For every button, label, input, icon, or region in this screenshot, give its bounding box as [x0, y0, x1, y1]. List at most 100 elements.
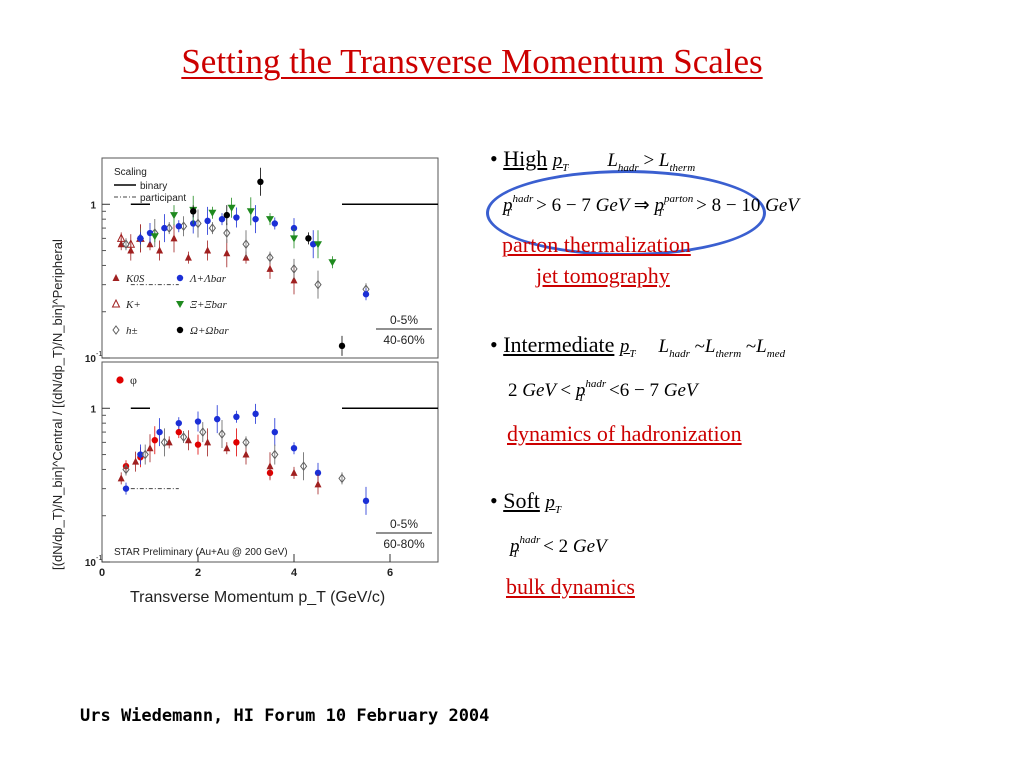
bullet-high-label: High	[503, 146, 548, 171]
y-tick-label: 10	[85, 558, 97, 569]
data-point	[156, 246, 164, 254]
data-point	[314, 469, 322, 477]
centrality-bottom: 40-60%	[383, 333, 425, 347]
data-point	[242, 239, 250, 250]
data-point	[362, 291, 370, 298]
data-point	[266, 462, 274, 470]
data-point	[122, 464, 130, 475]
data-point	[271, 428, 278, 436]
legend-kplus-marker	[111, 298, 121, 308]
legend-phi-label: φ	[130, 373, 137, 387]
raa-figure: 1 10 -1 0-5% 40-60% 1 10 -1 0-5% 60-80% Scaling bin…	[40, 150, 450, 612]
y-tick-exponent: -1	[96, 555, 102, 562]
data-point	[271, 220, 278, 227]
legend-k0s-marker	[112, 274, 120, 281]
data-point	[252, 410, 259, 418]
data-point	[175, 223, 182, 230]
note-hadronization: dynamics of hadronization	[507, 421, 742, 446]
bullet-dot: •	[490, 332, 498, 357]
data-point	[137, 235, 144, 242]
data-point	[194, 441, 202, 448]
data-point	[117, 474, 125, 482]
data-point	[218, 429, 226, 439]
data-point	[266, 216, 274, 224]
data-point	[314, 279, 322, 290]
data-point	[266, 264, 274, 272]
data-point	[190, 208, 197, 215]
data-point	[310, 240, 317, 248]
bullet-high: • High pT Lhadr > Ltherm	[490, 146, 696, 174]
slide-footer: Urs Wiedemann, HI Forum 10 February 2004	[80, 706, 490, 726]
highlight-oval	[486, 170, 766, 256]
data-point	[290, 444, 298, 452]
raa-figure-svg: 110 -10-5%40-60%110 -10-5%60-80%Scalingbin…	[50, 157, 439, 606]
data-point	[204, 217, 211, 225]
data-point	[328, 259, 337, 267]
y-tick-label: 1	[90, 404, 96, 415]
data-point	[233, 439, 240, 446]
data-point	[252, 215, 259, 223]
data-point	[170, 212, 178, 220]
bullet-soft-condition: phadrT < 2 GeV	[510, 534, 607, 560]
data-point	[290, 224, 298, 232]
x-tick-label: 6	[387, 567, 393, 579]
data-point	[165, 438, 173, 446]
data-point	[194, 418, 202, 425]
data-point	[184, 436, 192, 444]
note-jet-tomography: jet tomography	[536, 263, 670, 288]
data-point	[156, 428, 163, 436]
centrality-top: 0-5%	[390, 517, 418, 531]
data-point	[132, 457, 140, 465]
data-point	[208, 223, 217, 233]
legend-h-label: h±	[126, 325, 138, 337]
bullet-high-condition: phadrT > 6 − 7 GeV ⇒ ppartonT > 8 − 10 G…	[503, 193, 799, 219]
data-point	[204, 438, 212, 446]
legend-binary: binary	[140, 181, 167, 192]
data-point	[290, 468, 298, 476]
data-point	[246, 208, 255, 216]
data-point	[233, 413, 240, 421]
data-point	[214, 415, 221, 423]
bullet-soft-label: Soft	[503, 488, 540, 513]
note-parton-thermalization: parton thermalization	[502, 232, 691, 257]
legend-title: Scaling	[114, 167, 147, 178]
data-point	[242, 450, 250, 458]
data-point	[137, 451, 144, 458]
centrality-bottom: 60-80%	[383, 537, 425, 551]
legend-lambda-label: Λ+Λbar	[189, 273, 227, 285]
bullet-intermediate-label: Intermediate	[503, 332, 615, 357]
data-point	[175, 419, 182, 427]
bullet-dot: •	[490, 488, 498, 513]
data-point	[199, 427, 207, 437]
y-tick-label: 1	[90, 200, 96, 211]
data-point	[223, 249, 231, 257]
data-point	[305, 235, 312, 242]
data-point	[170, 234, 178, 242]
data-point	[204, 246, 212, 254]
data-point	[290, 264, 298, 274]
x-axis-label: Transverse Momentum p_T (GeV/c)	[130, 589, 385, 606]
data-point	[242, 437, 250, 448]
centrality-top: 0-5%	[390, 313, 418, 327]
legend-participant: participant	[140, 193, 186, 204]
bullet-dot: •	[490, 146, 498, 171]
x-tick-label: 0	[99, 567, 105, 579]
legend-kplus-label: K+	[125, 299, 141, 311]
data-point	[141, 449, 149, 460]
bullet-high-relation: Lhadr > Ltherm	[607, 150, 696, 174]
x-tick-label: 4	[291, 567, 298, 579]
data-point	[161, 224, 168, 232]
data-point	[314, 480, 322, 488]
data-point	[266, 252, 274, 263]
legend-h-marker	[112, 325, 120, 335]
data-point	[299, 461, 308, 472]
data-point	[146, 240, 154, 248]
legend-phi-marker	[116, 376, 124, 384]
data-point	[290, 235, 298, 243]
bullet-intermediate-relation: Lhadr ~Ltherm ~Lmed	[658, 336, 786, 360]
data-point	[122, 239, 130, 250]
bullet-soft: • Soft pT	[490, 488, 562, 516]
data-point	[290, 276, 298, 284]
y-tick-exponent: -1	[96, 351, 102, 358]
legend-lambda-marker	[176, 274, 184, 282]
